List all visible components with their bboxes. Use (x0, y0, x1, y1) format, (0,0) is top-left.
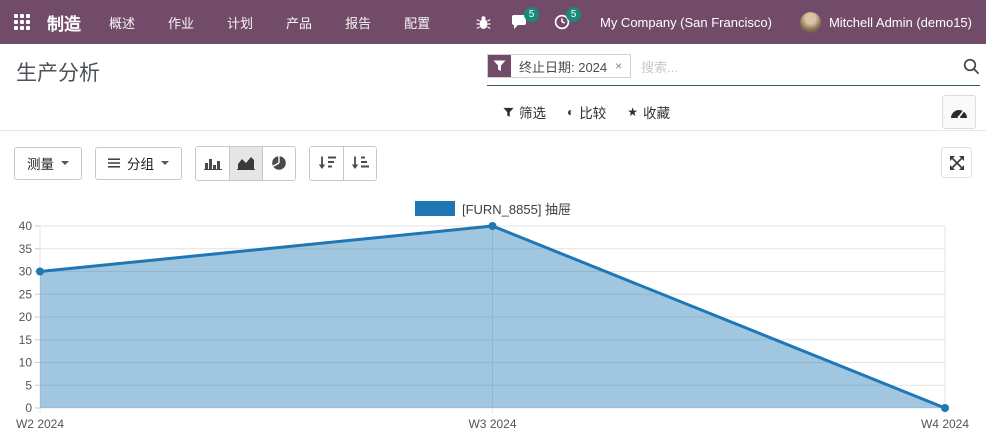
messages-badge: 5 (523, 7, 539, 22)
search-input[interactable]: 搜索... (641, 59, 679, 75)
filters-button[interactable]: 筛选 (503, 102, 546, 122)
groupby-button[interactable]: 分组 (95, 146, 182, 180)
legend-item[interactable]: [FURN_8855] 抽屉 (0, 197, 986, 219)
topbar-right: 5 5 My Company (San Francisco) Mitchell … (476, 7, 972, 33)
svg-text:40: 40 (19, 219, 33, 233)
area-chart[interactable]: 0 5 10 15 20 25 30 35 40 W2 2024 W3 2024 W4 2024 (0, 219, 986, 443)
favorite-star-icon: ★ (627, 105, 639, 119)
svg-text:15: 15 (19, 333, 33, 347)
filter-funnel-icon (488, 55, 511, 77)
menu-item-configuration[interactable]: 配置 (404, 15, 431, 31)
svg-text:5: 5 (25, 378, 32, 392)
legend-swatch (414, 200, 455, 216)
legend-label: [FURN_8855] 抽屉 (461, 201, 572, 217)
comparison-icon: ◐ (567, 105, 575, 119)
pie-chart-button[interactable] (262, 146, 295, 180)
pie-chart-icon (272, 155, 286, 170)
sort-ascending-button[interactable] (343, 146, 376, 180)
svg-text:30: 30 (19, 265, 33, 279)
control-panel: 生产分析 终止日期: 2024 × 搜索... (0, 44, 986, 131)
gauge-icon (951, 110, 967, 119)
search-panel: 终止日期: 2024 × 搜索... 筛选 (487, 54, 980, 129)
search-icon[interactable] (963, 58, 980, 75)
search-facet: 终止日期: 2024 × (487, 54, 632, 78)
chart-type-group (195, 145, 296, 181)
svg-text:W3 2024: W3 2024 (468, 417, 516, 431)
svg-text:0: 0 (25, 401, 32, 415)
svg-text:20: 20 (19, 310, 33, 324)
svg-text:35: 35 (19, 242, 33, 256)
main-menu: 概述 作业 计划 产品 报告 配置 (109, 13, 430, 32)
measures-button[interactable]: 测量 (14, 146, 82, 180)
menu-item-planning[interactable]: 计划 (227, 15, 254, 31)
search-bar: 终止日期: 2024 × 搜索... (487, 54, 980, 86)
dashboard-view-button[interactable] (942, 95, 976, 129)
svg-text:10: 10 (19, 356, 33, 370)
fullscreen-button[interactable] (941, 147, 972, 178)
svg-text:W4 2024: W4 2024 (921, 417, 969, 431)
area-chart-button[interactable] (229, 146, 262, 180)
sort-ascending-icon (351, 156, 369, 169)
area-chart-icon (237, 157, 255, 170)
chevron-down-icon (161, 161, 169, 165)
chevron-down-icon (61, 161, 69, 165)
search-options-row: 筛选 ◐ 比较 ★ 收藏 (487, 95, 980, 129)
apps-menu-icon[interactable] (14, 13, 31, 31)
activities-badge: 5 (565, 7, 581, 22)
menu-item-reporting[interactable]: 报告 (345, 15, 372, 31)
messages-icon[interactable]: 5 (510, 7, 539, 30)
favorites-button[interactable]: ★ 收藏 (627, 105, 671, 121)
bar-chart-icon (203, 159, 222, 170)
menu-item-overview[interactable]: 概述 (109, 15, 136, 31)
bar-chart-button[interactable] (196, 146, 229, 180)
svg-text:25: 25 (19, 287, 33, 301)
sort-descending-button[interactable] (310, 146, 343, 180)
company-switcher[interactable]: My Company (San Francisco) (599, 14, 772, 30)
page-title: 生产分析 (16, 62, 100, 85)
facet-label: 终止日期: 2024 (519, 59, 608, 75)
facet-remove-icon[interactable]: × (615, 59, 623, 73)
top-navbar: 制造 概述 作业 计划 产品 报告 配置 (0, 0, 986, 44)
menu-item-products[interactable]: 产品 (286, 15, 313, 31)
activities-clock-icon[interactable]: 5 (554, 7, 581, 30)
list-lines-icon (108, 158, 120, 168)
app-name[interactable]: 制造 (47, 14, 81, 34)
comparison-button[interactable]: ◐ 比较 (567, 105, 607, 121)
filters-funnel-icon (503, 107, 514, 117)
svg-text:W2 2024: W2 2024 (16, 417, 64, 431)
debug-bug-icon[interactable] (476, 15, 491, 30)
menu-item-operations[interactable]: 作业 (168, 15, 195, 31)
graph-toolbar: 测量 分组 (0, 131, 986, 195)
user-menu[interactable]: Mitchell Admin (demo15) (828, 14, 972, 30)
sort-group (309, 145, 377, 181)
sort-descending-icon (318, 156, 336, 169)
user-avatar[interactable] (799, 11, 821, 33)
expand-arrows-icon (949, 155, 964, 170)
